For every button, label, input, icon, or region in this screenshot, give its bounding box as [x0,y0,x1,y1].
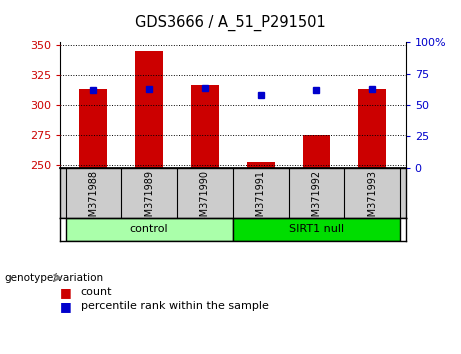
Text: GSM371992: GSM371992 [312,170,321,229]
Bar [358,90,386,168]
Text: SIRT1 null: SIRT1 null [289,224,344,234]
Text: GSM371989: GSM371989 [144,170,154,229]
Text: genotype/variation: genotype/variation [5,273,104,283]
Bar [79,90,107,168]
Bar [233,218,400,241]
Text: count: count [81,287,112,297]
Text: GDS3666 / A_51_P291501: GDS3666 / A_51_P291501 [135,15,326,31]
Bar [65,218,233,241]
Text: ■: ■ [60,286,71,298]
Bar [247,162,275,168]
Text: GSM371991: GSM371991 [256,170,266,229]
Text: GSM371990: GSM371990 [200,170,210,229]
Text: GSM371993: GSM371993 [367,170,377,229]
Bar [302,135,331,168]
Text: GSM371988: GSM371988 [89,170,98,229]
Bar [135,51,163,168]
Text: ■: ■ [60,300,71,313]
Bar [191,85,219,168]
Text: control: control [130,224,168,234]
Text: percentile rank within the sample: percentile rank within the sample [81,301,269,311]
